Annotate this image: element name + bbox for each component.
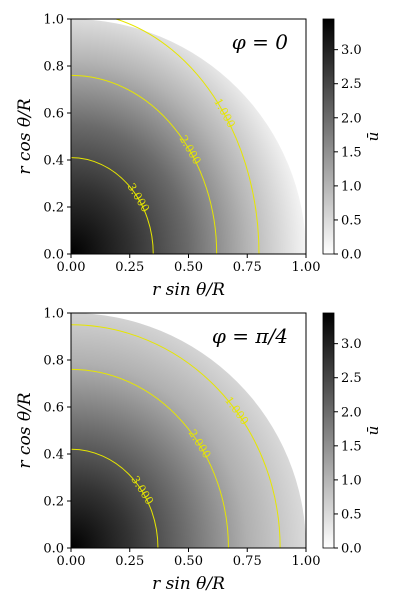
field-quarter-disk <box>71 19 306 254</box>
colorbar-tick-label: 0.0 <box>341 542 362 557</box>
x-tick-label: 0.25 <box>115 554 144 569</box>
colorbar-tick-label: 0.5 <box>341 507 362 522</box>
colorbar-tick-label: 2.5 <box>341 77 362 92</box>
colorbar-tick-label: 1.0 <box>341 473 362 488</box>
colorbar-tick-label: 1.0 <box>341 179 362 194</box>
panel-annotation: φ = π/4 <box>212 324 288 348</box>
y-tick-label: 0.2 <box>43 495 64 510</box>
colorbar-tick-label: 2.5 <box>341 371 362 386</box>
x-tick-label: 0.75 <box>233 554 262 569</box>
colorbar-tick-label: 1.5 <box>341 439 362 454</box>
y-tick-label: 0.8 <box>43 60 64 75</box>
x-axis-label: r sin θ/R <box>152 280 225 300</box>
colorbar-label: ū <box>364 426 382 436</box>
x-tick-label: 1.00 <box>292 260 321 275</box>
colorbar-tick-label: 3.0 <box>341 337 362 352</box>
y-axis-label: r cos θ/R <box>15 98 35 174</box>
colorbar-label: ū <box>364 132 382 142</box>
colorbar-tick-label: 1.5 <box>341 145 362 160</box>
y-tick-label: 0.6 <box>43 107 64 122</box>
field-quarter-disk <box>71 313 306 548</box>
contour-line <box>70 157 154 255</box>
contour-line <box>70 448 159 549</box>
y-axis-label: r cos θ/R <box>15 392 35 468</box>
y-tick-label: 0.8 <box>43 354 64 369</box>
colorbar-tick-label: 0.5 <box>341 213 362 228</box>
y-tick-label: 0.4 <box>43 448 64 463</box>
x-tick-label: 0.00 <box>57 260 86 275</box>
x-axis-label: r sin θ/R <box>152 574 225 594</box>
colorbar <box>322 18 335 255</box>
x-tick-label: 0.50 <box>174 554 203 569</box>
x-tick-label: 0.25 <box>115 260 144 275</box>
y-tick-label: 0.6 <box>43 401 64 416</box>
colorbar <box>322 312 335 549</box>
x-tick-label: 0.50 <box>174 260 203 275</box>
y-tick-label: 0.4 <box>43 154 64 169</box>
colorbar-tick-label: 3.0 <box>341 43 362 58</box>
y-tick-label: 1.0 <box>43 307 64 322</box>
contour-line <box>70 368 229 549</box>
y-tick-label: 0.2 <box>43 201 64 216</box>
y-tick-label: 0.0 <box>43 542 64 557</box>
colorbar-tick-label: 2.0 <box>341 405 362 420</box>
panel-annotation: φ = 0 <box>232 30 288 54</box>
x-tick-label: 0.75 <box>233 260 262 275</box>
contour-line <box>70 324 281 549</box>
y-tick-label: 0.0 <box>43 248 64 263</box>
contour-line <box>115 18 260 255</box>
colorbar-tick-label: 0.0 <box>341 248 362 263</box>
y-tick-label: 1.0 <box>43 13 64 28</box>
colorbar-tick-label: 2.0 <box>341 111 362 126</box>
contour-line <box>70 74 218 255</box>
x-tick-label: 1.00 <box>292 554 321 569</box>
x-tick-label: 0.00 <box>57 554 86 569</box>
